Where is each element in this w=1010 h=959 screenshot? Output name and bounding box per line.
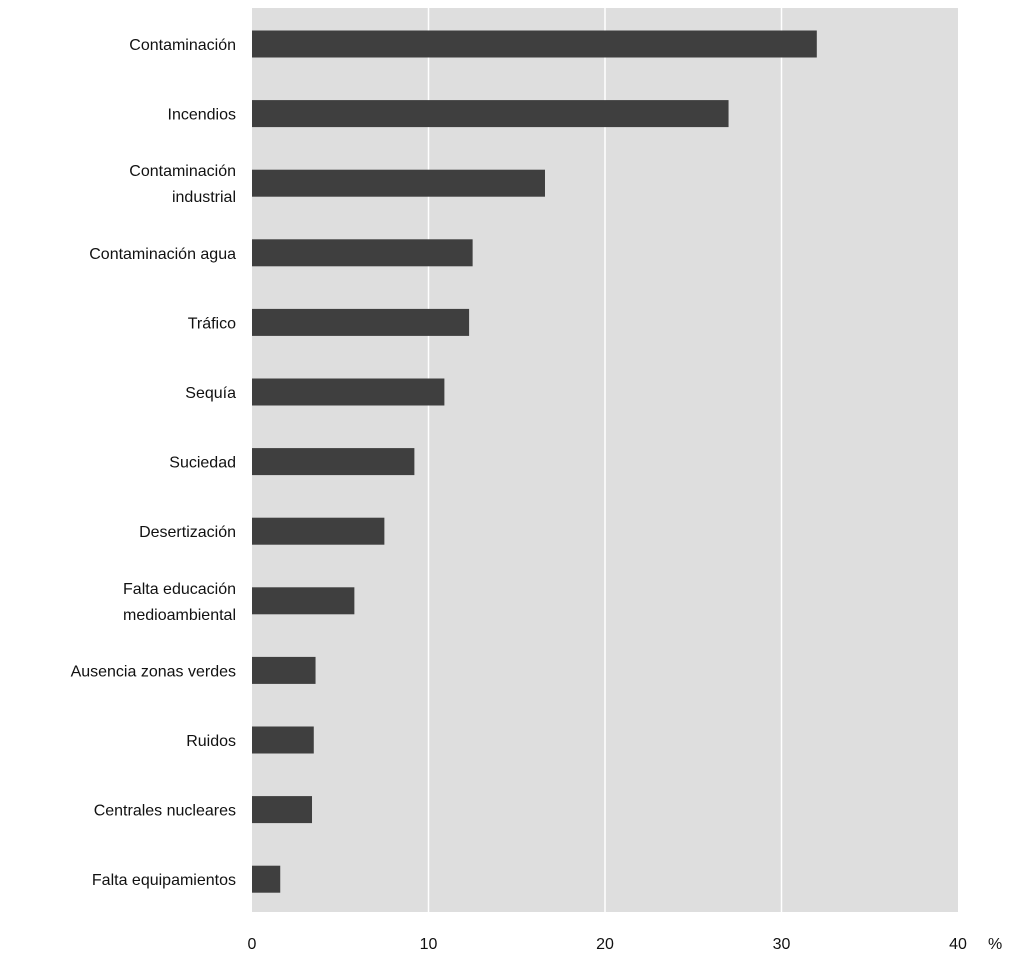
category-label-10: Ruidos bbox=[186, 733, 236, 750]
x-tick-label-2: 20 bbox=[596, 936, 614, 953]
bar-2 bbox=[252, 169, 545, 197]
gridlines bbox=[427, 8, 783, 912]
category-label-12: Falta equipamientos bbox=[92, 872, 236, 889]
bar-7 bbox=[252, 517, 385, 545]
bar-3 bbox=[252, 239, 473, 267]
bar-11 bbox=[252, 796, 313, 824]
x-axis-ticks: 0 10 20 30 40 bbox=[248, 936, 967, 953]
x-axis-unit: % bbox=[988, 936, 1002, 953]
category-label-3: Contaminación agua bbox=[89, 246, 236, 263]
category-label-11: Centrales nucleares bbox=[94, 803, 236, 820]
bar-4 bbox=[252, 308, 470, 336]
category-labels: Contaminación Incendios Contaminación indus… bbox=[71, 37, 237, 889]
bar-6 bbox=[252, 448, 415, 476]
x-tick-label-4: 40 bbox=[949, 936, 967, 953]
bar-10 bbox=[252, 726, 314, 754]
category-label-9: Ausencia zonas verdes bbox=[71, 663, 236, 680]
bars bbox=[252, 30, 817, 893]
category-label-0: Contaminación bbox=[129, 37, 236, 54]
bar-9 bbox=[252, 656, 316, 684]
x-tick-label-0: 0 bbox=[248, 936, 257, 953]
category-label-6: Suciedad bbox=[169, 455, 236, 472]
category-label-8: Falta educación medioambiental bbox=[123, 581, 236, 624]
bar-5 bbox=[252, 378, 445, 406]
x-tick-label-3: 30 bbox=[773, 936, 791, 953]
bar-8 bbox=[252, 587, 355, 615]
bar-1 bbox=[252, 100, 729, 128]
category-label-5: Sequía bbox=[185, 385, 236, 402]
bar-0 bbox=[252, 30, 817, 58]
category-label-2: Contaminación industrial bbox=[129, 163, 236, 206]
bar-12 bbox=[252, 865, 281, 893]
x-tick-label-1: 10 bbox=[420, 936, 438, 953]
category-label-1: Incendios bbox=[168, 107, 237, 124]
category-label-4: Tráfico bbox=[188, 315, 236, 332]
category-label-7: Desertización bbox=[139, 524, 236, 541]
